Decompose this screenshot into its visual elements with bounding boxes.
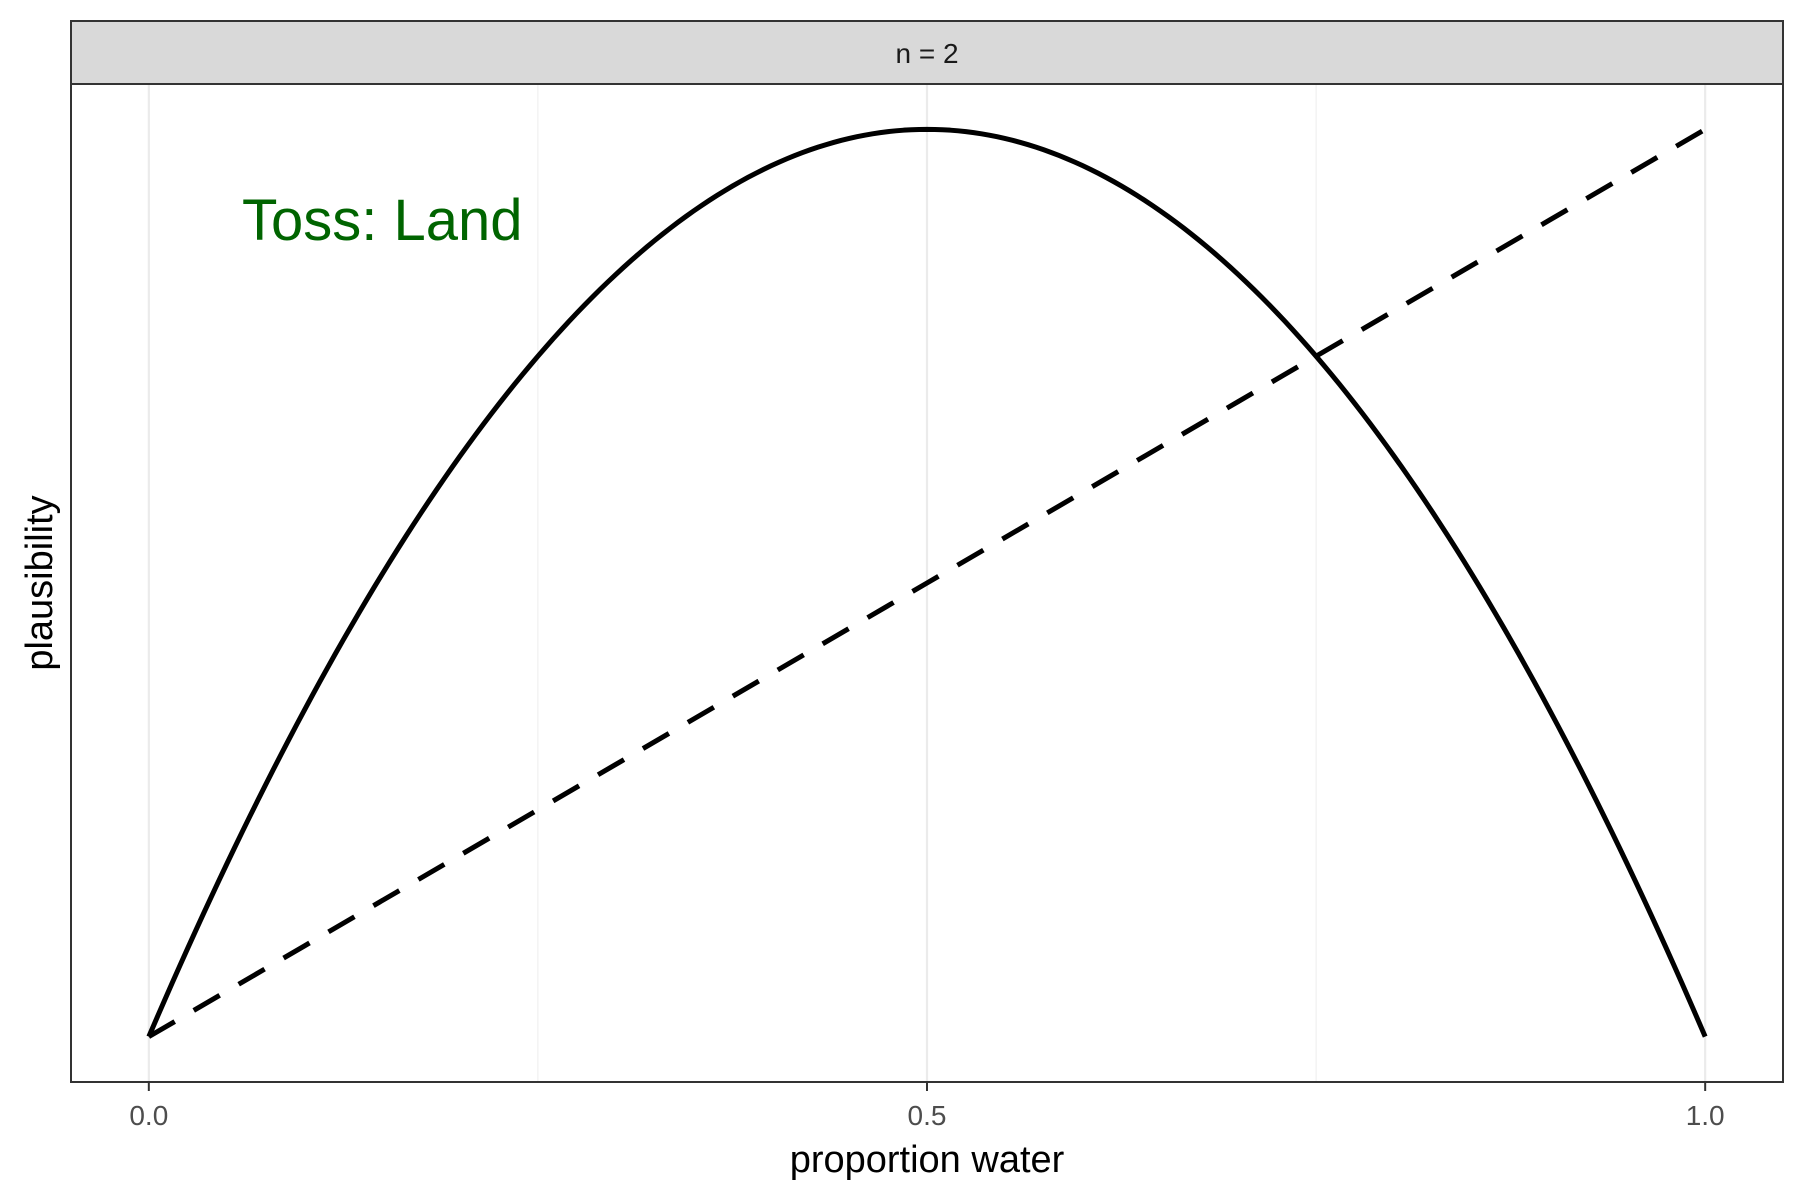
x-tick-label-2: 1.0 bbox=[1686, 1100, 1725, 1131]
annotation-text: Toss: Land bbox=[242, 188, 523, 253]
series-line-dashed bbox=[147, 127, 1707, 1039]
x-tick-label-0: 0.0 bbox=[129, 1100, 168, 1131]
series-solid bbox=[146, 126, 1708, 1038]
y-axis-title: plausibility bbox=[19, 495, 61, 670]
facet-strip-label: n = 2 bbox=[895, 38, 958, 69]
x-axis-ticks: 0.0 0.5 1.0 bbox=[129, 1082, 1725, 1131]
series-layer bbox=[146, 126, 1708, 1039]
series-dashed bbox=[147, 127, 1707, 1039]
x-tick-label-1: 0.5 bbox=[908, 1100, 947, 1131]
series-line-solid bbox=[146, 126, 1708, 1038]
facet-strip bbox=[70, 20, 1784, 85]
x-axis-title: proportion water bbox=[790, 1139, 1065, 1181]
